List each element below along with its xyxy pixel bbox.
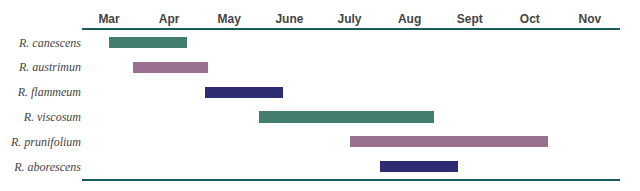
svg-text:Aug: Aug bbox=[398, 12, 421, 26]
svg-text:R. viscosum: R. viscosum bbox=[23, 110, 82, 124]
svg-text:R. flammeum: R. flammeum bbox=[17, 85, 82, 99]
svg-text:Oct: Oct bbox=[520, 12, 540, 26]
svg-text:Apr: Apr bbox=[159, 12, 180, 26]
svg-text:R. aborescens: R. aborescens bbox=[13, 160, 81, 174]
svg-text:R. prunifolium: R. prunifolium bbox=[10, 135, 81, 149]
svg-text:May: May bbox=[218, 12, 242, 26]
svg-text:July: July bbox=[337, 12, 361, 26]
svg-text:R. austrimun: R. austrimun bbox=[18, 60, 81, 74]
svg-text:Mar: Mar bbox=[98, 12, 120, 26]
svg-text:Sept: Sept bbox=[457, 12, 483, 26]
svg-text:June: June bbox=[275, 12, 303, 26]
svg-text:R. canescens: R. canescens bbox=[18, 36, 81, 50]
svg-text:Nov: Nov bbox=[579, 12, 602, 26]
